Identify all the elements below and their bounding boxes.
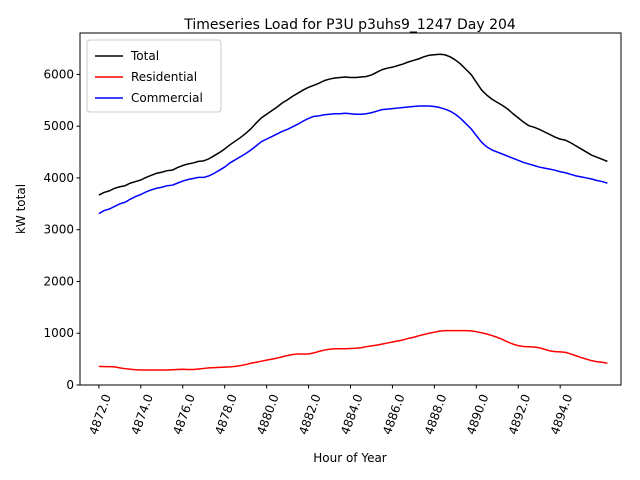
x-axis-title: Hour of Year bbox=[313, 451, 387, 465]
y-axis-title: kW total bbox=[14, 184, 28, 234]
y-tick-label: 6000 bbox=[43, 67, 74, 81]
chart-title: Timeseries Load for P3U p3uhs9_1247 Day … bbox=[183, 17, 516, 33]
y-tick-label: 0 bbox=[66, 378, 74, 392]
plot-area bbox=[79, 32, 622, 386]
legend-box bbox=[86, 39, 222, 113]
series-line-residential bbox=[98, 329, 608, 371]
series-line-total bbox=[98, 53, 608, 196]
y-axis: 0 1000 2000 3000 4000 5000 6000 bbox=[43, 67, 80, 392]
legend-label-total: Total bbox=[130, 49, 159, 63]
legend: Total Residential Commercial bbox=[86, 39, 222, 113]
legend-label-residential: Residential bbox=[131, 70, 197, 84]
y-tick-label: 3000 bbox=[43, 223, 74, 237]
series-line-commercial bbox=[98, 105, 608, 215]
y-tick-label: 1000 bbox=[43, 326, 74, 340]
y-tick-label: 2000 bbox=[43, 274, 74, 288]
series-lines bbox=[98, 53, 608, 371]
y-tick-label: 4000 bbox=[43, 171, 74, 185]
legend-label-commercial: Commercial bbox=[131, 91, 203, 105]
y-tick-label: 5000 bbox=[43, 119, 74, 133]
